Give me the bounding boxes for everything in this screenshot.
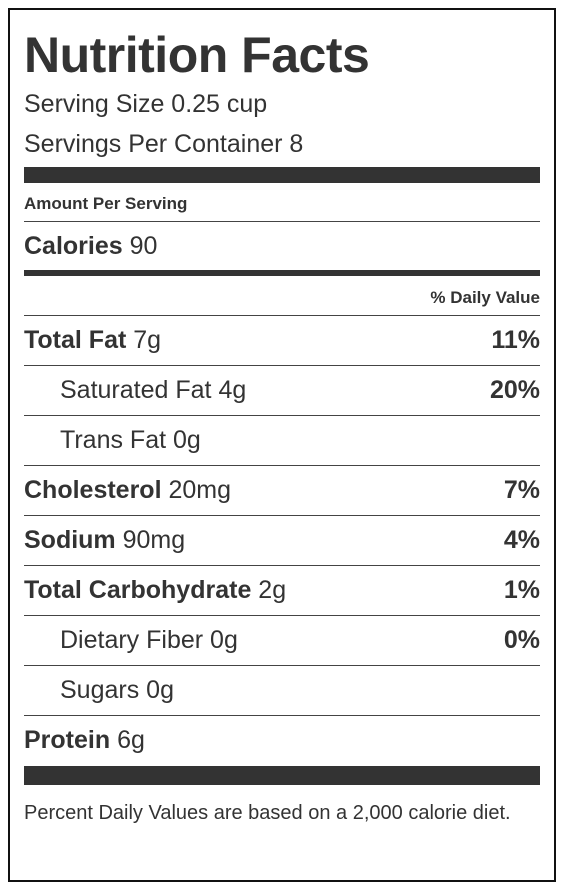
nutrient-daily-value: 7% (503, 476, 540, 504)
nutrient-amount: 6g (117, 726, 145, 754)
divider (24, 715, 540, 716)
thick-divider-calories (24, 270, 540, 276)
nutrient-row-sugars: Sugars 0g (24, 665, 540, 715)
divider (24, 665, 540, 666)
nutrient-row-total-fat: Total Fat 7g 11% (24, 315, 540, 365)
nutrient-label: Sugars (60, 676, 140, 704)
divider (24, 415, 540, 416)
divider (24, 221, 540, 222)
nutrient-amount: 0g (146, 676, 174, 704)
nutrient-row-dietary-fiber: Dietary Fiber 0g 0% (24, 615, 540, 665)
nutrient-label: Dietary Fiber (60, 626, 204, 654)
nutrient-amount: 2g (258, 576, 287, 604)
calories-label: Calories (24, 232, 123, 260)
daily-value-header: % Daily Value (430, 288, 540, 307)
nutrient-label: Total Fat (24, 326, 127, 354)
nutrient-amount: 4g (218, 376, 247, 404)
servings-per-container: Servings Per Container 8 (24, 130, 304, 158)
nutrition-facts-label: Nutrition Facts Serving Size 0.25 cup Se… (8, 8, 556, 882)
nutrient-row-saturated-fat: Saturated Fat 4g 20% (24, 365, 540, 415)
nutrient-amount: 90mg (122, 526, 186, 554)
nutrient-label: Trans Fat (60, 426, 167, 454)
nutrient-amount: 0g (173, 426, 201, 454)
divider (24, 515, 540, 516)
divider (24, 315, 540, 316)
nutrient-row-total-carbohydrate: Total Carbohydrate 2g 1% (24, 565, 540, 615)
nutrient-label: Protein (24, 726, 111, 754)
nutrient-amount: 0g (210, 626, 238, 654)
nutrient-daily-value: 20% (489, 376, 540, 404)
nutrient-row-sodium: Sodium 90mg 4% (24, 515, 540, 565)
divider (24, 365, 540, 366)
amount-per-serving: Amount Per Serving (24, 194, 188, 213)
label-content: Nutrition Facts Serving Size 0.25 cup Se… (24, 10, 540, 880)
divider (24, 465, 540, 466)
nutrient-label: Saturated Fat (60, 376, 212, 404)
nutrient-label: Cholesterol (24, 476, 162, 504)
footnote: Percent Daily Values are based on a 2,00… (24, 802, 511, 824)
calories-value: 90 (129, 232, 158, 260)
serving-size: Serving Size 0.25 cup (24, 90, 268, 118)
nutrient-daily-value: 0% (503, 626, 540, 654)
divider (24, 565, 540, 566)
nutrient-row-cholesterol: Cholesterol 20mg 7% (24, 465, 540, 515)
nutrient-label: Sodium (24, 526, 116, 554)
nutrient-daily-value: 1% (503, 576, 540, 604)
nutrient-amount: 20mg (168, 476, 232, 504)
nutrient-row-protein: Protein 6g (24, 715, 540, 765)
nutrient-daily-value: 4% (503, 526, 540, 554)
thick-divider-bottom (24, 766, 540, 785)
thick-divider-top (24, 167, 540, 183)
divider (24, 615, 540, 616)
nutrient-row-trans-fat: Trans Fat 0g (24, 415, 540, 465)
label-title: Nutrition Facts (24, 27, 370, 83)
nutrient-label: Total Carbohydrate (24, 576, 252, 604)
nutrient-daily-value: 11% (491, 326, 540, 354)
nutrient-amount: 7g (133, 326, 162, 354)
calories-row: Calories 90 (24, 221, 540, 271)
